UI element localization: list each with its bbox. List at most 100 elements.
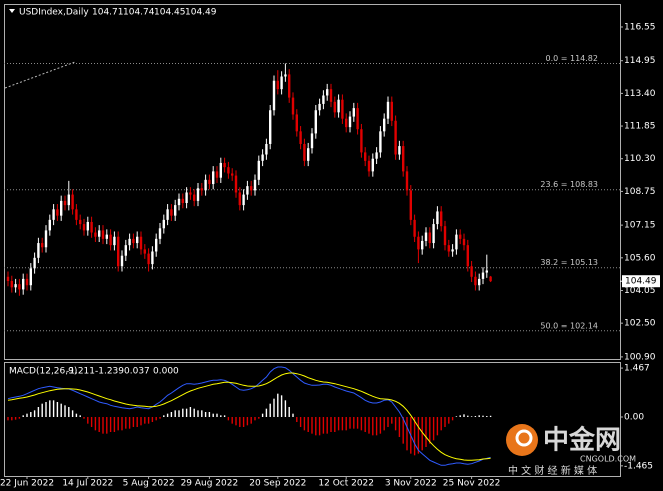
- symbol-dropdown-icon[interactable]: [9, 9, 15, 13]
- candle-body: [196, 188, 200, 201]
- candle-body: [238, 192, 241, 206]
- y-tick-label: 114.95: [624, 56, 656, 66]
- candle-body: [181, 198, 184, 204]
- fib-level-label: 38.2 = 105.13: [540, 258, 598, 267]
- x-tick-label: 20 Sep 2022: [249, 479, 306, 489]
- candle-body: [409, 190, 412, 220]
- candle-body: [417, 236, 420, 250]
- candle-body: [208, 179, 211, 185]
- candle-body: [117, 236, 120, 267]
- candle-body: [124, 245, 127, 256]
- candle-body: [356, 108, 359, 130]
- candle-body: [242, 194, 245, 206]
- candle-body: [105, 234, 108, 239]
- macd-readout: -1.239: [95, 367, 124, 377]
- macd-readout: 0.000: [153, 367, 179, 377]
- watermark-slogan: 中 文 财 经 新 媒 体: [508, 464, 597, 477]
- macd-y-tick-label: 0.00: [624, 413, 644, 423]
- candle-body: [265, 143, 268, 155]
- candle-body: [272, 80, 276, 111]
- candle-body: [63, 200, 67, 206]
- candle-body: [52, 209, 55, 220]
- trend-line: [4, 61, 76, 89]
- candle-body: [386, 101, 390, 119]
- candle-body: [193, 194, 196, 201]
- x-tick-label: 12 Oct 2022: [318, 479, 374, 489]
- macd-y-tick-label: 1.467: [624, 364, 650, 374]
- ohlc-readout: 104.74: [123, 8, 155, 18]
- candle-body: [459, 234, 462, 239]
- candle-body: [322, 95, 325, 104]
- candle-body: [485, 270, 488, 273]
- candle-body: [481, 272, 485, 279]
- candle-body: [94, 232, 97, 237]
- candle-body: [44, 230, 48, 248]
- candle-body: [250, 186, 253, 191]
- y-tick-label: 111.85: [624, 122, 656, 132]
- candle-body: [269, 110, 272, 144]
- candle-body: [352, 108, 355, 117]
- candle-body: [284, 74, 287, 77]
- y-tick-label: 108.75: [624, 187, 656, 197]
- y-tick-label: 110.30: [624, 154, 656, 164]
- watermark-site: CNGOLD.COM: [580, 455, 636, 464]
- candle-body: [428, 232, 431, 244]
- candle-body: [166, 209, 169, 220]
- candle-body: [231, 173, 234, 176]
- candle-body: [489, 276, 492, 282]
- candle-body: [67, 194, 70, 206]
- candle-body: [109, 234, 112, 246]
- fib-level-label: 23.6 = 108.83: [540, 180, 598, 189]
- price-panel-frame: [4, 4, 621, 360]
- candle-body: [90, 221, 93, 233]
- y-tick-label: 100.90: [624, 352, 656, 362]
- candle-body: [280, 76, 283, 90]
- candle-body: [25, 278, 29, 286]
- candle-body: [223, 162, 226, 168]
- candle-body: [60, 200, 63, 216]
- candle-body: [253, 179, 257, 191]
- watermark-logo: [506, 424, 538, 456]
- current-price-box: [622, 275, 660, 288]
- y-tick-label: 116.55: [624, 22, 656, 32]
- candle-body: [367, 160, 371, 172]
- watermark-logo-swirl: [515, 429, 533, 447]
- candle-body: [288, 74, 291, 98]
- x-tick-label: 22 Jun 2022: [0, 479, 54, 489]
- candle-body: [432, 224, 435, 244]
- candle-body: [421, 240, 424, 250]
- candle-body: [215, 171, 219, 178]
- candle-body: [139, 236, 143, 250]
- candle-body: [466, 245, 469, 267]
- candle-body: [234, 175, 238, 193]
- candle-body: [48, 219, 51, 231]
- candle-body: [299, 131, 302, 144]
- symbol-label: USDIndex,Daily: [19, 8, 89, 18]
- candle-body: [200, 188, 203, 191]
- candle-body: [360, 129, 363, 153]
- y-tick-label: 102.50: [624, 319, 656, 329]
- candle-body: [75, 209, 78, 220]
- candle-body: [333, 101, 336, 113]
- candle-body: [185, 192, 188, 204]
- candle-body: [147, 253, 150, 265]
- candle-body: [170, 209, 173, 216]
- candle-body: [14, 284, 17, 288]
- candle-body: [143, 249, 146, 254]
- candle-body: [22, 278, 25, 290]
- candle-body: [390, 101, 393, 121]
- indicator-title: MACD(12,26,9): [9, 367, 77, 377]
- candle-body: [303, 143, 306, 161]
- x-tick-label: 25 Nov 2022: [443, 479, 501, 489]
- candle-body: [371, 158, 374, 172]
- candle-body: [436, 211, 439, 225]
- candle-body: [364, 152, 367, 161]
- candle-body: [394, 120, 397, 155]
- candle-body: [98, 230, 101, 237]
- candle-body: [86, 221, 89, 231]
- candle-body: [113, 236, 116, 246]
- candle-body: [132, 238, 135, 244]
- candle-body: [462, 238, 466, 246]
- fib-level-label: 50.0 = 102.14: [540, 321, 598, 330]
- candle-body: [451, 249, 454, 252]
